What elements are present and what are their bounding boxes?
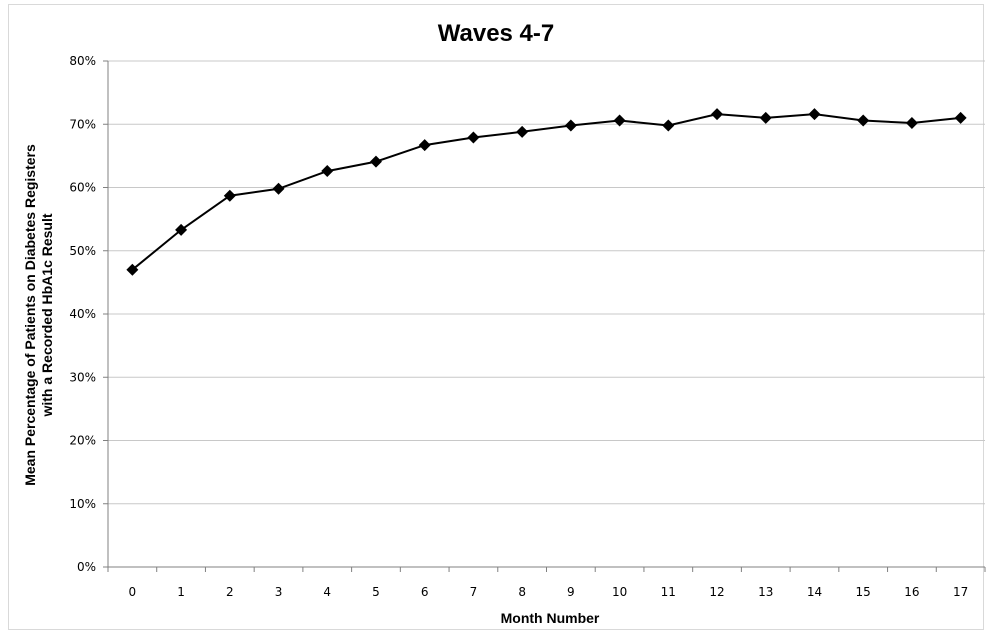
x-tick-label: 12 — [709, 585, 724, 599]
data-point-marker — [369, 155, 382, 168]
chart-title: Waves 4-7 — [438, 20, 555, 47]
x-tick-label: 15 — [856, 585, 871, 599]
y-tick-label: 30% — [69, 370, 96, 384]
x-tick-label: 4 — [323, 585, 331, 599]
data-point-marker — [613, 114, 626, 127]
x-axis-title: Month Number — [501, 610, 600, 626]
y-tick-label: 50% — [69, 244, 96, 258]
x-tick-label: 7 — [470, 585, 478, 599]
y-tick-label: 20% — [69, 434, 96, 448]
y-tick-label: 40% — [69, 307, 96, 321]
y-axis-title: Mean Percentage of Patients on Diabetes … — [22, 144, 55, 486]
x-tick-label: 9 — [567, 585, 575, 599]
data-point-marker — [467, 131, 480, 144]
data-point-marker — [516, 125, 529, 138]
x-tick-label: 0 — [129, 585, 137, 599]
y-tick-label: 80% — [69, 54, 96, 68]
y-tick-labels: 0% 10% 20% 30% 40% 50% 60% 70% 80% — [69, 54, 96, 574]
data-point-marker — [321, 165, 334, 178]
data-point-marker — [808, 108, 821, 121]
x-tick-label: 10 — [612, 585, 627, 599]
y-tick-label: 60% — [69, 181, 96, 195]
chart-frame — [8, 4, 984, 630]
data-point-marker — [564, 119, 577, 132]
x-tick-label: 14 — [807, 585, 822, 599]
x-tick-labels: 0 1 2 3 4 5 6 7 8 9 10 11 12 13 14 15 16 17 — [129, 585, 969, 599]
gridlines — [108, 60, 985, 505]
y-tick-label: 0% — [77, 560, 96, 574]
x-tick-label: 5 — [372, 585, 380, 599]
x-tick-label: 11 — [661, 585, 676, 599]
data-point-marker — [418, 139, 431, 152]
axes — [103, 60, 986, 572]
y-axis-title-line-2: with a Recorded HbA1c Result — [39, 213, 55, 417]
x-tick-label: 16 — [904, 585, 919, 599]
x-tick-label: 3 — [275, 585, 283, 599]
data-point-marker — [711, 108, 724, 121]
series — [126, 108, 967, 276]
data-point-marker — [905, 116, 918, 129]
x-tick-label: 13 — [758, 585, 773, 599]
y-tick-label: 10% — [69, 497, 96, 511]
x-tick-label: 6 — [421, 585, 429, 599]
y-tick-label: 70% — [69, 117, 96, 131]
data-point-marker — [223, 189, 236, 202]
data-point-marker — [175, 223, 188, 236]
data-point-marker — [126, 263, 139, 276]
data-point-marker — [857, 114, 870, 127]
data-point-marker — [954, 111, 967, 124]
y-axis-title-line-1: Mean Percentage of Patients on Diabetes … — [22, 144, 38, 486]
data-point-marker — [759, 111, 772, 124]
series-line — [131, 113, 961, 271]
x-tick-label: 17 — [953, 585, 968, 599]
data-point-marker — [272, 182, 285, 195]
x-tick-label: 1 — [177, 585, 185, 599]
x-tick-label: 8 — [518, 585, 526, 599]
data-point-marker — [662, 119, 675, 132]
x-tick-label: 2 — [226, 585, 234, 599]
